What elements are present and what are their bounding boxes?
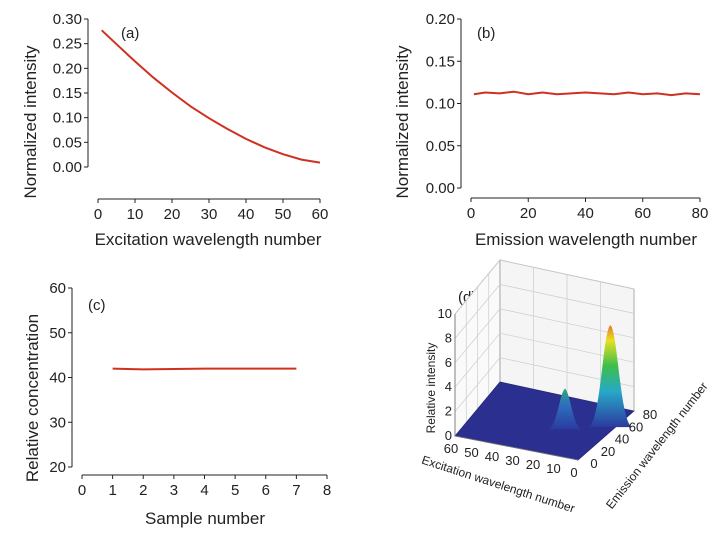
panel-d-zlabel: Relative intensity xyxy=(424,343,438,434)
panel-a-xlabel: Excitation wavelength number xyxy=(95,230,322,249)
panel-b-x-tick-label: 80 xyxy=(692,205,709,222)
panel-b-label: (b) xyxy=(477,25,495,42)
panel-c-y-tick-label: 60 xyxy=(49,280,66,297)
panel-a-axes: 0.00 0.05 0.10 0.15 0.20 0.25 0.30 0 10 20 30 40 50 6… xyxy=(53,11,329,223)
panel-b-y-tick-label: 0.00 xyxy=(426,180,455,197)
panel-c-y-tick-label: 20 xyxy=(49,459,66,476)
panel-d-z-tick-label: 6 xyxy=(445,355,452,370)
panel-c-series-line xyxy=(112,367,297,371)
panel-c-x-tick-label: 3 xyxy=(170,482,178,499)
panel-d-x-tick-label: 50 xyxy=(464,445,478,460)
panel-a-series-line xyxy=(101,29,321,164)
panel-b-y-tick-label: 0.15 xyxy=(426,53,455,70)
panel-a-x-tick-label: 0 xyxy=(94,206,102,223)
panel-d-y-tick-label: 60 xyxy=(629,419,643,434)
panel-b-x-tick-label: 40 xyxy=(577,205,594,222)
panel-b-y-tick-label: 0.10 xyxy=(426,96,455,113)
panel-d-z-gridline xyxy=(454,357,635,412)
panel-a-x-tick-label: 10 xyxy=(127,206,144,223)
panel-c-x-tick-label: 8 xyxy=(323,482,331,499)
panel-d-peak-1 xyxy=(588,325,633,428)
panel-d-front-edge xyxy=(454,314,579,461)
panel-d-z-gridline xyxy=(454,259,635,315)
panel-a-y-tick-label: 0.15 xyxy=(53,85,82,102)
panel-d-z-tick-label: 10 xyxy=(438,306,452,321)
panel-a-label: (a) xyxy=(121,25,139,42)
panel-b-axes: 0.00 0.05 0.10 0.15 0.20 0 20 40 60 80 xyxy=(426,11,709,222)
panel-a-x-tick-label: 50 xyxy=(275,206,292,223)
panel-c-y-tick-label: 50 xyxy=(49,325,66,342)
panel-d-y-tick-label: 0 xyxy=(590,456,597,471)
panel-a-y-tick-label: 0.00 xyxy=(53,159,82,176)
panel-b-x-tick-label: 0 xyxy=(467,205,475,222)
panel-c-xlabel: Sample number xyxy=(145,509,265,528)
panel-a-ylabel: Normalized intensity xyxy=(21,45,40,199)
panel-b-ylabel: Normalized intensity xyxy=(393,45,412,199)
panel-b-y-tick-label: 0.20 xyxy=(426,11,455,28)
panel-c-x-tick-label: 2 xyxy=(139,482,147,499)
panel-a-x-tick-label: 20 xyxy=(164,206,181,223)
panel-d-x-tick-label: 0 xyxy=(570,465,577,480)
panel-c-y-tick-label: 40 xyxy=(49,370,66,387)
panel-d-z-tick-label: 2 xyxy=(445,404,452,419)
panel-c-x-tick-label: 1 xyxy=(108,482,116,499)
panel-a-y-tick-label: 0.05 xyxy=(53,134,82,151)
panel-d-x-tick-label: 40 xyxy=(485,449,499,464)
panel-d-z-tick-label: 4 xyxy=(445,379,452,394)
panel-d-z-gridline xyxy=(454,332,635,388)
panel-c: (c) 20 30 40 50 60 0 1 2 3 4 5 6 7 8 Sample number Re… xyxy=(23,280,331,528)
panel-d-z-tick-label: 0 xyxy=(445,428,452,443)
panel-a-y-tick-label: 0.30 xyxy=(53,11,82,28)
panel-a-x-tick-label: 40 xyxy=(238,206,255,223)
panel-c-x-tick-label: 0 xyxy=(78,482,86,499)
panel-d-x-tick-label: 30 xyxy=(505,453,519,468)
panel-c-label: (c) xyxy=(88,297,106,314)
panel-d-z-gridline xyxy=(454,308,635,364)
panel-d-z-gridline xyxy=(454,284,635,339)
panel-d-x-tick-label: 20 xyxy=(526,457,540,472)
panel-c-ylabel: Relative concentration xyxy=(23,314,42,482)
panel-c-x-tick-label: 4 xyxy=(200,482,208,499)
panel-c-x-tick-label: 6 xyxy=(262,482,270,499)
panel-a-x-tick-label: 30 xyxy=(201,206,218,223)
panel-a-x-tick-label: 60 xyxy=(312,206,329,223)
panel-a-y-tick-label: 0.25 xyxy=(53,36,82,53)
panel-d-x-tick-label: 60 xyxy=(444,441,458,456)
panel-d-y-tick-label: 40 xyxy=(615,432,629,447)
panel-d-x-tick-label: 10 xyxy=(546,461,560,476)
panel-c-x-tick-label: 5 xyxy=(231,482,239,499)
panel-b-x-tick-label: 60 xyxy=(634,205,651,222)
panel-c-y-tick-label: 30 xyxy=(49,414,66,431)
panel-d-z-tick-label: 8 xyxy=(445,330,452,345)
panel-c-axes: 20 30 40 50 60 0 1 2 3 4 5 6 7 8 xyxy=(49,280,331,499)
panel-a-y-tick-label: 0.20 xyxy=(53,60,82,77)
panel-b: (b) 0.00 0.05 0.10 0.15 0.20 0 20 40 60 80 Emissi… xyxy=(393,11,708,249)
panel-d-peak-2 xyxy=(547,388,583,430)
panel-a: (a) 0.00 0.05 0.10 0.15 0.20 0.25 0.30 0 10 20 30 4… xyxy=(21,11,328,249)
panel-c-x-tick-label: 7 xyxy=(292,482,300,499)
panel-a-y-tick-label: 0.10 xyxy=(53,110,82,127)
panel-d-y-tick-label: 80 xyxy=(643,407,657,422)
panel-d-y-tick-label: 20 xyxy=(601,444,615,459)
panel-b-x-tick-label: 20 xyxy=(520,205,537,222)
panel-b-series-line xyxy=(473,90,701,97)
panel-b-xlabel: Emission wavelength number xyxy=(475,230,697,249)
panel-b-y-tick-label: 0.05 xyxy=(426,138,455,155)
